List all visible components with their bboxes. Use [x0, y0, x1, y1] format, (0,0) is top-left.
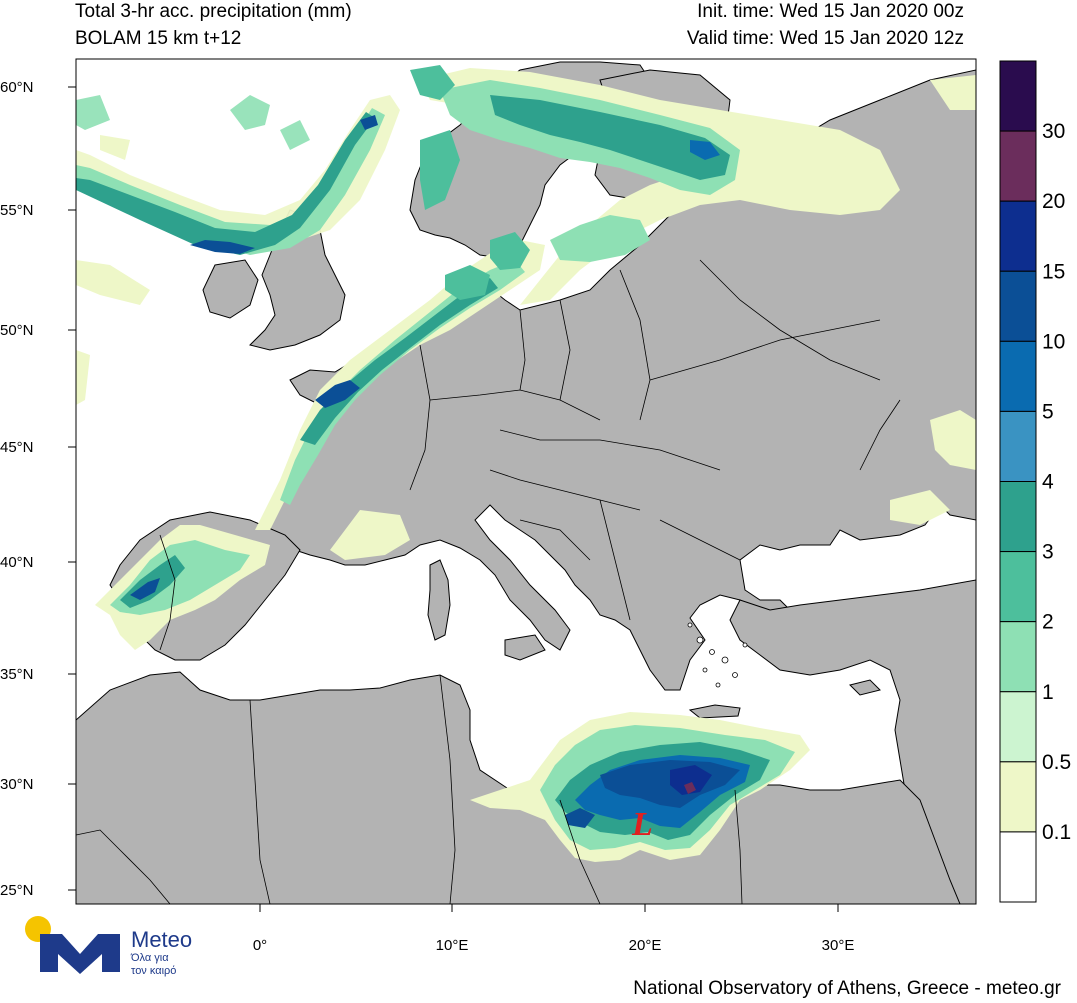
lat-label-55: 55°N — [0, 202, 34, 219]
lon-label-30e: 30°E — [822, 937, 855, 954]
colorbar-swatch — [999, 340, 1037, 412]
colorbar-label: 0.1 — [1042, 821, 1071, 844]
precip-libya-core — [670, 765, 712, 795]
precip-norway — [410, 65, 460, 210]
colorbar-label: 4 — [1042, 471, 1054, 494]
colorbar-label: 2 — [1042, 611, 1054, 634]
colorbar-swatch — [999, 691, 1037, 763]
ireland — [202, 259, 259, 319]
lat-label-25: 25°N — [0, 882, 34, 899]
map-title: Total 3-hr acc. precipitation (mm) — [75, 1, 352, 22]
lon-label-20e: 20°E — [629, 937, 662, 954]
lat-label-35: 35°N — [0, 666, 34, 683]
colorbar-label: 20 — [1042, 190, 1065, 213]
colorbar-label: 15 — [1042, 260, 1065, 283]
colorbar-label: 5 — [1042, 400, 1054, 423]
colorbar-label: 3 — [1042, 541, 1054, 564]
logo-name: Meteo — [131, 927, 193, 952]
precip-band-atlantic-core — [190, 240, 255, 254]
precip-nw-scatter-light — [76, 135, 150, 405]
colorbar-label: 30 — [1042, 120, 1065, 143]
lon-label-0: 0° — [253, 937, 267, 954]
colorbar-label: 1 — [1042, 681, 1054, 704]
aegean-islands — [687, 622, 748, 688]
precip-sweden-south — [550, 215, 650, 262]
lat-label-40: 40°N — [0, 554, 34, 571]
precip-iberia-core — [130, 578, 160, 600]
precip-band-atlantic-core-north — [360, 115, 378, 130]
precip-nw-scatter — [76, 95, 310, 150]
great-britain — [249, 209, 346, 351]
precip-front-core — [315, 380, 360, 408]
precip-band-atlantic-1 — [76, 108, 385, 255]
model-label: BOLAM 15 km t+12 — [75, 28, 242, 49]
map-frame — [75, 58, 977, 905]
precip-libya-peak — [684, 782, 696, 794]
crete — [688, 704, 741, 719]
precip-baltic-2 — [490, 95, 730, 180]
corsica-sardinia — [427, 559, 451, 641]
country-borders — [76, 259, 901, 904]
latitude-axis: 60°N 55°N 50°N 45°N 40°N 35°N 30°N 25°N — [0, 79, 76, 899]
anatolia-middle-east — [729, 579, 976, 904]
logo-tagline-2: τον καιρό — [131, 965, 177, 977]
sicily — [504, 634, 546, 661]
precipitation-overlay — [76, 65, 976, 862]
credit-text: National Observatory of Athens, Greece -… — [633, 978, 1061, 999]
lat-label-50: 50°N — [0, 322, 34, 339]
logo-tagline-1: Όλα για — [131, 952, 169, 964]
continental-europe — [264, 69, 976, 691]
meteo-m-icon — [40, 934, 120, 974]
meteo-logo — [25, 916, 120, 974]
colorbar-label: 10 — [1042, 330, 1065, 353]
precip-denmark — [445, 232, 530, 300]
precip-wmed-light — [330, 510, 410, 560]
valid-time: Valid time: Wed 15 Jan 2020 12z — [686, 28, 964, 49]
colorbar-swatch — [999, 761, 1037, 833]
precip-band-atlantic-2 — [76, 112, 375, 255]
colorbar-swatch — [999, 410, 1037, 482]
colorbar-swatch — [999, 130, 1037, 202]
cyprus — [849, 679, 881, 696]
colorbar-swatch — [999, 481, 1037, 553]
precip-baltic-core — [690, 140, 720, 160]
colorbar-swatch — [999, 270, 1037, 342]
colorbar-swatch — [999, 621, 1037, 693]
lat-label-60: 60°N — [0, 79, 34, 96]
colorbar-swatch — [999, 831, 1037, 903]
colorbar-swatch — [999, 551, 1037, 623]
lat-label-45: 45°N — [0, 439, 34, 456]
precip-front-light — [255, 240, 545, 530]
lat-label-30: 30°N — [0, 776, 34, 793]
lon-label-10e: 10°E — [436, 937, 469, 954]
colorbar-label: 0.5 — [1042, 751, 1071, 774]
precip-front-1 — [280, 260, 525, 505]
colorbar-swatch — [999, 200, 1037, 272]
colorbar-swatch — [999, 60, 1037, 132]
longitude-axis: 0° 10°E 20°E 30°E — [253, 904, 855, 954]
colorbar: 30 20 15 10 5 4 3 2 1 0.5 0.1 — [999, 60, 1071, 903]
init-time: Init. time: Wed 15 Jan 2020 00z — [697, 1, 964, 22]
low-pressure-marker: L — [631, 806, 653, 843]
precip-baltic-light — [420, 68, 900, 305]
